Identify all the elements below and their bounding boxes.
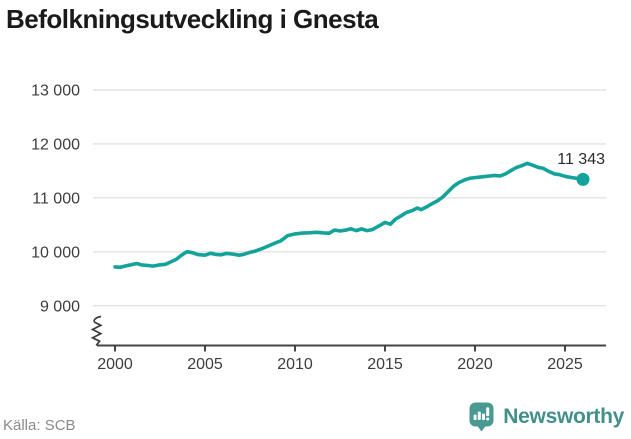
end-point-marker	[576, 172, 590, 186]
y-axis-tick-label: 9 000	[40, 298, 80, 315]
chart-title: Befolkningsutveckling i Gnesta	[6, 4, 379, 34]
y-axis-tick-label: 11 000	[32, 190, 80, 207]
y-axis-tick-label: 10 000	[31, 244, 80, 261]
newsworthy-logo: Newsworthy	[469, 402, 624, 432]
x-axis-tick-label: 2010	[277, 356, 313, 373]
x-axis-tick-label: 2025	[547, 356, 583, 373]
brand-name: Newsworthy	[503, 405, 624, 428]
axis-break-squiggle	[90, 315, 103, 346]
x-axis-tick-label: 2015	[367, 356, 403, 373]
source-caption: Källa: SCB	[3, 417, 76, 434]
x-axis-tick-label: 2000	[97, 356, 133, 373]
y-axis-tick-label: 13 000	[31, 83, 80, 100]
end-value-label: 11 343	[557, 151, 605, 168]
x-axis-tick-label: 2020	[457, 356, 493, 373]
population-line	[113, 161, 585, 270]
y-axis-tick-label: 12 000	[31, 137, 80, 154]
newsworthy-bar-chart-bubble-icon	[469, 402, 494, 432]
x-axis-tick-label: 2005	[187, 356, 223, 373]
